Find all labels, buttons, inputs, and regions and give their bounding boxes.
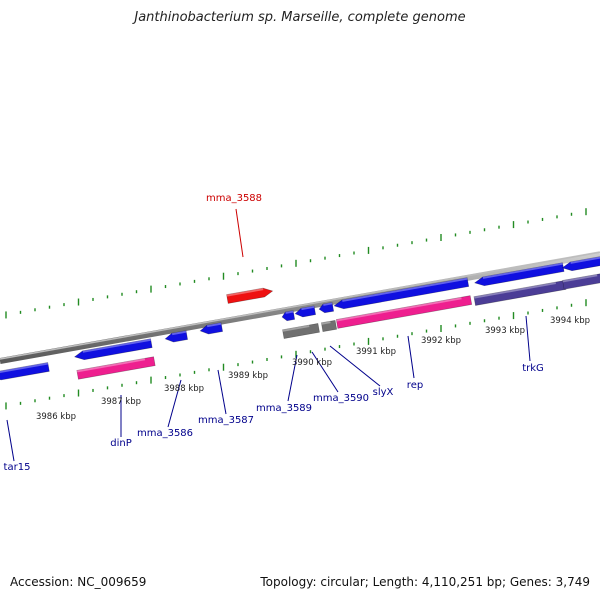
gene-dinP-pink[interactable] <box>76 356 156 380</box>
scale-labels: 3986 kbp 3987 kbp 3988 kbp 3989 kbp 3990 kbp… <box>36 316 590 422</box>
leader-line <box>311 351 339 393</box>
backbone-highlight <box>0 251 600 360</box>
gene-dinP-blue[interactable] <box>73 338 153 362</box>
label-leader-lines <box>6 208 531 462</box>
gene-features[interactable] <box>0 255 600 382</box>
gene-label[interactable]: tar15 <box>4 462 31 473</box>
gene-label[interactable]: slyX <box>373 387 394 398</box>
gene-trkG-fwd[interactable] <box>474 262 565 288</box>
scale-label: 3993 kbp <box>485 326 525 336</box>
leader-line <box>525 315 531 362</box>
leader-line <box>167 379 182 428</box>
gene-rep-pink[interactable] <box>335 295 473 329</box>
scale-label: 3994 kbp <box>550 316 590 326</box>
backbone-line <box>0 251 600 364</box>
leader-line <box>6 419 15 462</box>
inner-tick-track <box>5 299 587 410</box>
gene-mma-3590-gray[interactable] <box>320 319 338 333</box>
genome-backbone <box>0 251 600 364</box>
leader-line <box>329 345 381 387</box>
leader-line <box>407 335 415 379</box>
gene-mma-3589-fwd[interactable] <box>281 310 296 322</box>
gene-label[interactable]: trkG <box>522 363 544 374</box>
gene-label[interactable]: mma_3586 <box>137 428 193 439</box>
map-title: Janthinobacterium sp. Marseille, complet… <box>134 10 466 25</box>
scale-label: 3992 kbp <box>421 336 461 346</box>
gene-mma-3589-gray[interactable] <box>282 323 320 339</box>
gene-labels: tar15 dinP mma_3586 mma_3587mma_3589mma_359… <box>4 193 544 473</box>
gene-label[interactable]: mma_3590 <box>313 393 369 404</box>
leader-line <box>287 354 298 402</box>
scale-label: 3987 kbp <box>101 397 141 407</box>
gene-mma-3587[interactable] <box>199 322 223 336</box>
accession-label: Accession: NC_009659 <box>10 575 147 589</box>
gene-label[interactable]: rep <box>407 380 423 391</box>
gene-trkG-purple[interactable] <box>473 280 567 306</box>
gene-mma-3586[interactable] <box>164 330 188 344</box>
gene-label[interactable]: mma_3587 <box>198 415 254 426</box>
gene-label[interactable]: mma_3588 <box>206 193 262 204</box>
scale-label: 3991 kbp <box>356 347 396 357</box>
scale-label: 3988 kbp <box>164 384 204 394</box>
gene-mma-3590-fwd[interactable] <box>294 305 316 318</box>
gene-slyX-fwd[interactable] <box>318 301 335 314</box>
leader-line <box>217 369 227 415</box>
outer-tick-track <box>5 208 587 319</box>
gene-rep-fwd[interactable] <box>333 277 470 311</box>
gene-mma-3588[interactable] <box>226 287 274 304</box>
scale-label: 3990 kbp <box>292 358 332 368</box>
gene-label[interactable]: dinP <box>110 438 132 449</box>
gene-purple-right[interactable] <box>562 272 600 290</box>
gene-fwd-right[interactable] <box>561 255 600 273</box>
leader-line <box>235 208 244 258</box>
genome-info: Topology: circular; Length: 4,110,251 bp… <box>260 575 590 589</box>
scale-label: 3989 kbp <box>228 371 268 381</box>
scale-label: 3986 kbp <box>36 412 76 422</box>
gene-tar15[interactable] <box>0 362 50 381</box>
gene-label[interactable]: mma_3589 <box>256 403 312 414</box>
